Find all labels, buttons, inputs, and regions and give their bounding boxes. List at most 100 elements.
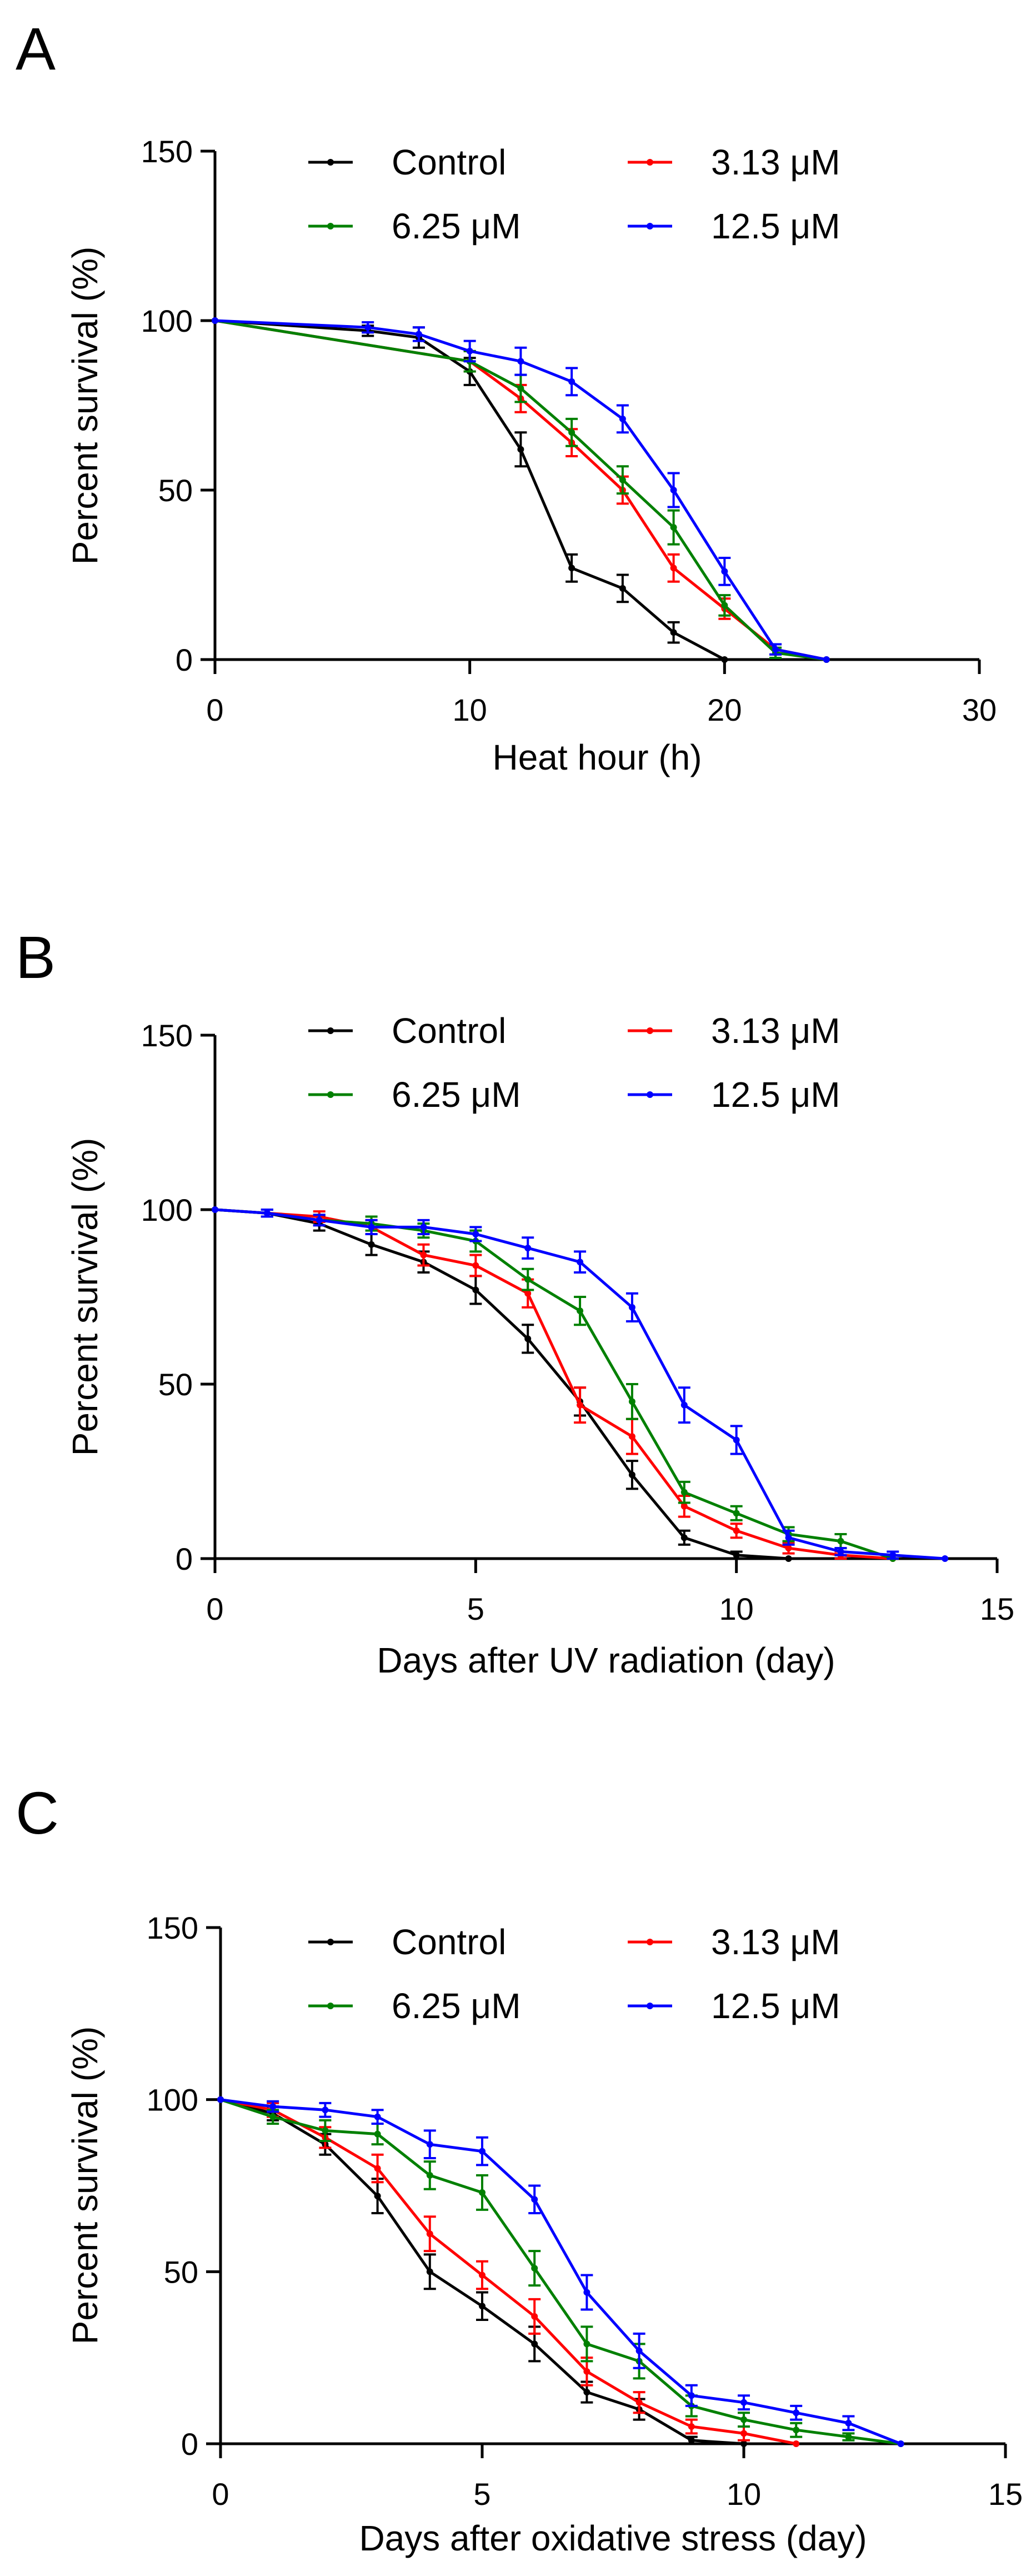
panel-label: C <box>16 1779 59 1846</box>
data-point <box>269 2103 277 2110</box>
data-point <box>583 2340 590 2348</box>
x-tick-label: 0 <box>206 1591 223 1626</box>
x-tick-label: 10 <box>453 692 487 727</box>
data-point <box>619 476 626 483</box>
legend-label: 12.5 μM <box>711 206 840 246</box>
data-point <box>524 1276 532 1283</box>
data-point <box>322 2127 329 2134</box>
legend-marker <box>647 159 653 166</box>
series-line <box>214 1208 789 1560</box>
legend-entry-12-5-m: 12.5 μM <box>628 206 840 246</box>
data-point <box>322 2106 329 2114</box>
data-point <box>680 1502 688 1510</box>
legend-label: 6.25 μM <box>392 1986 521 2026</box>
data-point <box>568 565 575 572</box>
legend-entry-3-13-m: 3.13 μM <box>628 1011 840 1051</box>
data-point <box>680 1534 688 1541</box>
x-tick-label: 5 <box>473 2477 491 2512</box>
legend-marker <box>327 223 334 229</box>
data-point <box>845 2419 852 2427</box>
data-point <box>364 324 372 331</box>
x-tick-label: 30 <box>962 692 997 727</box>
legend-marker <box>647 1027 653 1034</box>
data-point <box>479 2272 486 2279</box>
data-point <box>635 2347 643 2354</box>
data-point <box>426 2230 433 2238</box>
y-tick-label: 0 <box>181 2427 198 2462</box>
legend-label: 12.5 μM <box>711 1986 840 2026</box>
data-point <box>721 656 728 663</box>
data-point <box>524 1245 532 1252</box>
y-axis-label: Percent survival (%) <box>65 1138 105 1456</box>
legend-label: 12.5 μM <box>711 1075 840 1115</box>
panel-label: A <box>16 15 56 82</box>
data-point <box>374 2113 381 2120</box>
data-point <box>688 2437 695 2444</box>
data-point <box>823 656 830 663</box>
series-line <box>220 2098 901 2445</box>
y-tick-label: 50 <box>158 473 193 508</box>
data-point <box>212 1206 218 1213</box>
data-point <box>680 1489 688 1496</box>
legend-marker <box>327 1091 334 1098</box>
series-3-13-m <box>212 1206 897 1562</box>
data-point <box>740 2399 747 2406</box>
x-axis-label: Days after UV radiation (day) <box>377 1640 835 1680</box>
legend-entry-3-13-m: 3.13 μM <box>628 1922 840 1962</box>
legend-label: 3.13 μM <box>711 1011 840 1051</box>
y-axis-label: Percent survival (%) <box>65 247 105 565</box>
data-point <box>212 317 218 324</box>
data-point <box>420 1251 427 1259</box>
data-point <box>837 1548 844 1555</box>
legend-entry-control: Control <box>308 1011 506 1051</box>
data-point <box>628 1471 635 1479</box>
data-point <box>628 1433 635 1440</box>
y-tick-label: 150 <box>147 1910 198 1945</box>
series-line <box>220 2098 797 2445</box>
data-point <box>583 2368 590 2375</box>
series-line <box>214 1208 894 1560</box>
data-point <box>793 2409 800 2417</box>
legend-label: Control <box>392 1922 506 1962</box>
data-point <box>733 1551 740 1559</box>
data-point <box>670 629 677 636</box>
series-12-5-m <box>217 2096 904 2447</box>
data-point <box>479 2148 486 2155</box>
data-point <box>517 385 524 392</box>
data-point <box>740 2440 747 2447</box>
series-line <box>214 1208 893 1560</box>
data-point <box>426 2268 433 2275</box>
data-point <box>531 2313 538 2320</box>
legend-entry-3-13-m: 3.13 μM <box>628 142 840 182</box>
data-point <box>472 1262 479 1269</box>
data-point <box>889 1551 897 1559</box>
y-tick-label: 100 <box>141 303 193 338</box>
data-point <box>568 429 575 436</box>
data-point <box>374 2130 381 2138</box>
data-point <box>583 2289 590 2296</box>
data-point <box>374 2165 381 2172</box>
data-point <box>628 1398 635 1405</box>
data-point <box>628 1304 635 1311</box>
data-point <box>531 2340 538 2348</box>
data-point <box>517 446 524 453</box>
data-point <box>466 347 473 355</box>
data-point <box>619 415 626 422</box>
data-point <box>374 2193 381 2200</box>
y-tick-label: 0 <box>176 1541 193 1576</box>
legend-marker <box>327 159 334 166</box>
legend-entry-12-5-m: 12.5 μM <box>628 1986 840 2026</box>
data-point <box>316 1216 323 1224</box>
panel-label: B <box>16 923 56 991</box>
data-point <box>479 2303 486 2310</box>
data-point <box>524 1335 532 1342</box>
y-tick-label: 50 <box>164 2254 198 2289</box>
legend-label: 6.25 μM <box>392 1075 521 1115</box>
legend-marker <box>327 2003 334 2009</box>
data-point <box>472 1230 479 1237</box>
x-tick-label: 20 <box>707 692 742 727</box>
data-point <box>785 1555 792 1562</box>
data-point <box>942 1555 949 1562</box>
